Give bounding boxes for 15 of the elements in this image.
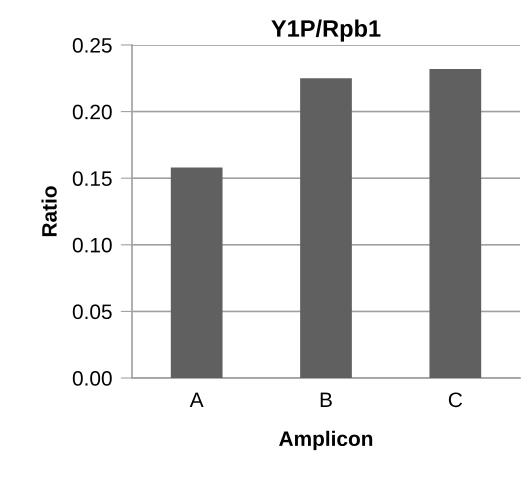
y-tick-label: 0.05: [72, 304, 112, 320]
x-tick-label: B: [320, 392, 332, 407]
x-tick-label: A: [190, 392, 204, 407]
bar: [429, 68, 482, 378]
y-tick-label: 0.15: [72, 171, 112, 186]
bar: [300, 78, 352, 378]
bar: [170, 168, 223, 378]
y-tick-label: 0.20: [72, 104, 112, 120]
x-axis-title: Amplicon: [279, 430, 372, 450]
chart-title: Y1P/Rpb1: [271, 20, 380, 42]
y-tick-label: 0.25: [72, 38, 112, 53]
y-axis-title: Ratio: [41, 186, 57, 236]
y-tick-label: 0.10: [72, 238, 112, 253]
x-tick-label: C: [448, 392, 462, 408]
y-tick-label: 0.00: [72, 371, 112, 386]
